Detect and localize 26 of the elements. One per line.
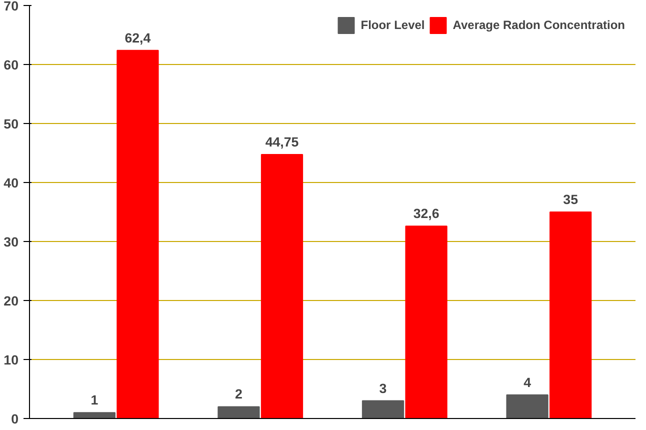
data-label: 4 — [524, 374, 532, 390]
legend-label: Floor Level — [360, 18, 425, 32]
data-label: 35 — [563, 192, 579, 207]
data-label: 44,75 — [265, 134, 300, 150]
y-tick-label: 20 — [4, 294, 19, 308]
y-tick-label: 60 — [4, 58, 19, 72]
y-tick-label: 30 — [4, 234, 19, 250]
bar — [260, 154, 304, 418]
legend-label: Average Radon Concentration — [452, 18, 625, 32]
bar — [405, 226, 448, 418]
y-tick-label: 10 — [4, 352, 19, 368]
bar — [362, 400, 404, 418]
y-tick-label: 50 — [4, 116, 19, 132]
bar — [116, 50, 159, 418]
y-tick-label: 40 — [4, 176, 19, 190]
data-label: 32,6 — [413, 206, 440, 222]
data-label: 3 — [379, 380, 387, 396]
y-tick-label: 0 — [11, 412, 19, 426]
bar — [218, 406, 260, 418]
bar — [550, 212, 592, 418]
bar — [73, 412, 116, 418]
data-label: 62,4 — [124, 30, 152, 46]
data-label: 2 — [235, 386, 242, 402]
data-label: 1 — [90, 392, 99, 408]
y-tick-label: 70 — [4, 0, 19, 14]
bar — [506, 394, 548, 418]
